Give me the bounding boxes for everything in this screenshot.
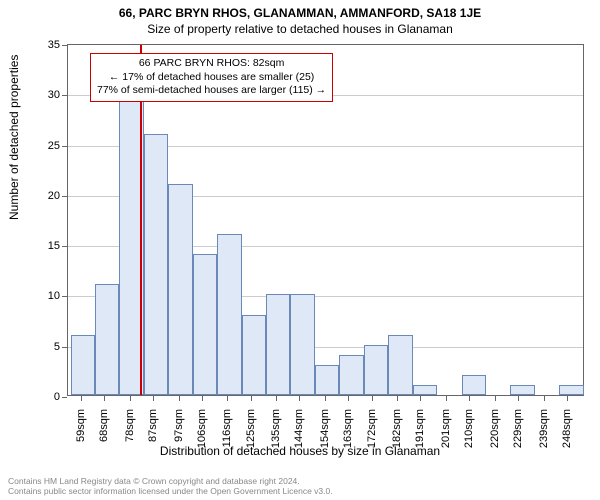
histogram-bar [217,234,241,395]
histogram-bar [559,385,583,395]
xtick-label: 182sqm [391,409,403,448]
xtick [420,396,421,401]
histogram-bar [315,365,339,395]
histogram-bar [339,355,363,395]
xtick-label: 191sqm [414,409,426,448]
histogram-bar [462,375,486,395]
annotation-box: 66 PARC BRYN RHOS: 82sqm← 17% of detache… [90,53,333,102]
histogram-bar [144,134,168,395]
footer-line2: Contains public sector information licen… [8,486,333,496]
xtick-label: 210sqm [463,409,475,448]
histogram-bar [242,315,266,395]
ytick-label: 30 [48,89,60,101]
xtick [130,396,131,401]
footer-line1: Contains HM Land Registry data © Crown c… [8,476,333,486]
xtick-label: 78sqm [124,409,136,442]
xtick [227,396,228,401]
xtick-label: 106sqm [196,409,208,448]
xtick-label: 154sqm [319,409,331,448]
histogram-bar [364,345,388,395]
annotation-line2: ← 17% of detached houses are smaller (25… [97,71,326,85]
xtick [469,396,470,401]
xtick-label: 68sqm [98,409,110,442]
xtick [544,396,545,401]
annotation-line1: 66 PARC BRYN RHOS: 82sqm [97,57,326,71]
xtick [202,396,203,401]
xtick [179,396,180,401]
xtick [372,396,373,401]
xtick-label: 201sqm [440,409,452,448]
xtick [567,396,568,401]
histogram-bar [413,385,437,395]
ytick-label: 15 [48,240,60,252]
xtick-label: 87sqm [147,409,159,442]
xtick [325,396,326,401]
xtick [276,396,277,401]
ytick [62,95,67,96]
xtick [518,396,519,401]
histogram-bar [168,184,192,395]
ytick [62,196,67,197]
ytick-label: 0 [54,391,60,403]
xtick [348,396,349,401]
histogram-bar [95,284,119,395]
ytick-label: 5 [54,341,60,353]
title-sub: Size of property relative to detached ho… [0,20,600,36]
xtick [251,396,252,401]
xtick-label: 248sqm [561,409,573,448]
x-axis-label: Distribution of detached houses by size … [0,444,600,458]
title-main: 66, PARC BRYN RHOS, GLANAMMAN, AMMANFORD… [0,0,600,20]
histogram-bar [193,254,217,395]
ytick-label: 25 [48,140,60,152]
xtick-label: 116sqm [221,409,233,447]
histogram-bar [266,294,290,395]
xtick-label: 220sqm [489,409,501,448]
xtick-label: 144sqm [293,409,305,448]
plot-area: 0510152025303559sqm68sqm78sqm87sqm97sqm1… [67,44,584,396]
xtick [104,396,105,401]
xtick-label: 59sqm [75,409,87,442]
xtick-label: 163sqm [342,409,354,448]
chart-container: 0510152025303559sqm68sqm78sqm87sqm97sqm1… [44,44,584,426]
footer-attribution: Contains HM Land Registry data © Crown c… [8,476,333,496]
ytick [62,246,67,247]
xtick-label: 172sqm [366,409,378,448]
histogram-bar [71,335,95,395]
ytick-label: 10 [48,290,60,302]
xtick [299,396,300,401]
xtick [446,396,447,401]
ytick-label: 20 [48,190,60,202]
xtick [397,396,398,401]
ytick [62,347,67,348]
histogram-bar [290,294,314,395]
histogram-bar [510,385,534,395]
ytick-label: 35 [48,39,60,51]
xtick-label: 135sqm [270,409,282,448]
xtick [153,396,154,401]
ytick [62,296,67,297]
ytick [62,146,67,147]
xtick-label: 125sqm [245,409,257,448]
xtick [81,396,82,401]
y-axis-label: Number of detached properties [7,55,21,220]
xtick-label: 229sqm [512,409,524,448]
xtick [495,396,496,401]
histogram-bar [388,335,412,395]
annotation-line3: 77% of semi-detached houses are larger (… [97,84,326,98]
xtick-label: 239sqm [538,409,550,448]
ytick [62,45,67,46]
xtick-label: 97sqm [173,409,185,442]
ytick [62,397,67,398]
